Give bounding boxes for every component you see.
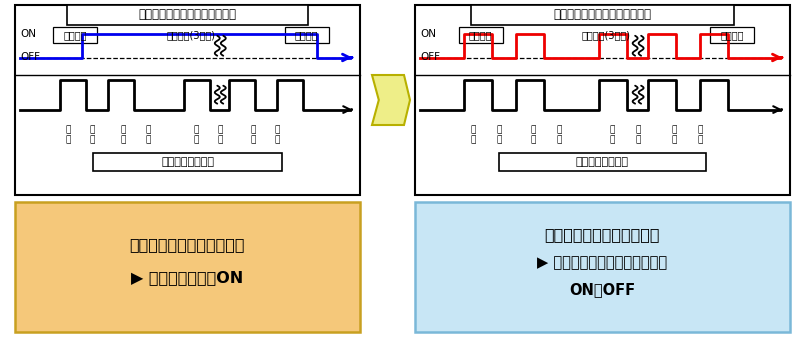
Text: ON: ON: [420, 29, 436, 39]
Text: 測定終了: 測定終了: [720, 30, 744, 40]
Text: ON・OFF: ON・OFF: [569, 283, 635, 298]
Text: 受信部増幅回路のスイッチ: 受信部増幅回路のスイッチ: [544, 227, 660, 242]
Polygon shape: [372, 75, 410, 125]
Text: 測定開始: 測定開始: [64, 30, 87, 40]
Text: 発
信: 発 信: [121, 125, 126, 144]
Text: 受信部増幅回路スイッチの動作: 受信部増幅回路スイッチの動作: [138, 8, 237, 21]
Text: 流量計測(3秒毎): 流量計測(3秒毎): [582, 30, 630, 40]
Bar: [415, 202, 790, 332]
Text: 受
信: 受 信: [635, 125, 641, 144]
Bar: [15, 202, 360, 332]
Text: OFF: OFF: [420, 52, 440, 63]
Text: 測定開始: 測定開始: [469, 30, 492, 40]
Bar: [499, 153, 706, 171]
Text: 受
信: 受 信: [90, 125, 95, 144]
Bar: [93, 153, 282, 171]
Bar: [710, 27, 754, 43]
Text: 発
信: 発 信: [609, 125, 614, 144]
Text: 受
信: 受 信: [218, 125, 223, 144]
Bar: [458, 27, 502, 43]
Bar: [285, 27, 329, 43]
Text: 発受信タイミング: 発受信タイミング: [576, 157, 629, 167]
Text: 発
信: 発 信: [250, 125, 256, 144]
Text: 受
信: 受 信: [698, 125, 702, 144]
Bar: [415, 5, 790, 195]
Text: 受
信: 受 信: [145, 125, 150, 144]
Bar: [54, 27, 98, 43]
Text: ▶ 発受信のタイミングにあわせ: ▶ 発受信のタイミングにあわせ: [537, 255, 667, 271]
Bar: [471, 5, 734, 25]
Text: ▶ 流量計測時常時ON: ▶ 流量計測時常時ON: [131, 271, 243, 286]
Text: 発
信: 発 信: [66, 125, 71, 144]
Text: 発
信: 発 信: [671, 125, 677, 144]
Text: 発受信タイミング: 発受信タイミング: [161, 157, 214, 167]
Text: 受信部増幅回路スイッチの動作: 受信部増幅回路スイッチの動作: [554, 8, 651, 21]
Text: 受
信: 受 信: [274, 125, 280, 144]
Text: 受
信: 受 信: [497, 125, 502, 144]
Text: 発
信: 発 信: [194, 125, 199, 144]
Text: OFF: OFF: [20, 52, 40, 63]
Text: 受
信: 受 信: [557, 125, 562, 144]
Text: 受信部増幅回路のスイッチ: 受信部増幅回路のスイッチ: [130, 238, 245, 253]
Text: 流量計測(3秒毎): 流量計測(3秒毎): [166, 30, 215, 40]
Text: 測定終了: 測定終了: [294, 30, 318, 40]
Text: 発
信: 発 信: [530, 125, 536, 144]
Bar: [15, 5, 360, 195]
Bar: [66, 5, 308, 25]
Text: 発
信: 発 信: [470, 125, 476, 144]
Text: ON: ON: [20, 29, 36, 39]
